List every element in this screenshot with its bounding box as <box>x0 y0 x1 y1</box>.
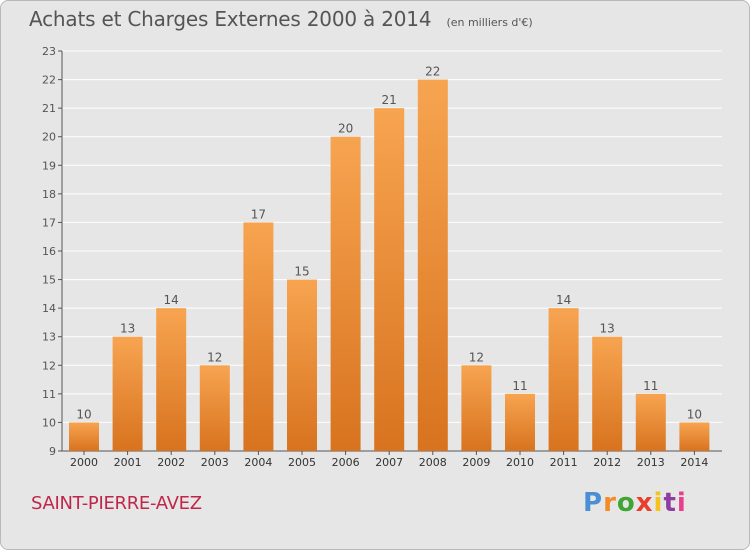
data-label: 14 <box>556 293 571 307</box>
y-tick-label: 18 <box>42 188 56 201</box>
logo-letter: i <box>676 488 687 518</box>
x-tick-label: 2000 <box>70 456 98 469</box>
x-tick-label: 2002 <box>157 456 185 469</box>
data-label: 17 <box>251 207 266 221</box>
x-tick-label: 2014 <box>680 456 708 469</box>
x-tick-label: 2001 <box>114 456 142 469</box>
y-tick-label: 13 <box>42 331 56 344</box>
bar <box>112 336 143 451</box>
y-tick-label: 11 <box>42 388 56 401</box>
bar <box>199 365 230 451</box>
x-tick-label: 2013 <box>637 456 665 469</box>
data-label: 21 <box>382 93 397 107</box>
bar <box>243 222 274 451</box>
y-tick-label: 16 <box>42 245 56 258</box>
x-tick-label: 2007 <box>375 456 403 469</box>
chart-title: Achats et Charges Externes 2000 à 2014 <box>29 7 432 31</box>
bar <box>592 336 623 451</box>
x-tick-label: 2012 <box>593 456 621 469</box>
data-label: 10 <box>76 407 91 421</box>
bar <box>330 136 361 451</box>
data-label: 10 <box>687 407 702 421</box>
bar <box>374 108 405 452</box>
data-label: 14 <box>164 293 179 307</box>
y-tick-label: 12 <box>42 359 56 372</box>
y-tick-label: 14 <box>42 302 56 315</box>
x-tick-label: 2006 <box>332 456 360 469</box>
x-tick-label: 2005 <box>288 456 316 469</box>
y-tick-label: 10 <box>42 416 56 429</box>
title-row: Achats et Charges Externes 2000 à 2014 (… <box>29 7 533 31</box>
x-tick-label: 2003 <box>201 456 229 469</box>
proxiti-logo: Proxiti <box>583 488 687 518</box>
data-label: 15 <box>294 265 309 279</box>
y-tick-label: 17 <box>42 216 56 229</box>
data-label: 20 <box>338 122 353 136</box>
data-label: 12 <box>207 350 222 364</box>
place-name: SAINT-PIERRE-AVEZ <box>31 493 202 514</box>
y-tick-label: 19 <box>42 159 56 172</box>
x-tick-label: 2009 <box>462 456 490 469</box>
bar <box>679 422 710 451</box>
x-tick-label: 2008 <box>419 456 447 469</box>
bar <box>461 365 492 451</box>
bar <box>548 308 579 451</box>
data-label: 13 <box>600 322 615 336</box>
chart-subtitle: (en milliers d'€) <box>446 16 533 29</box>
data-label: 11 <box>643 379 658 393</box>
bar <box>505 393 535 451</box>
data-label: 11 <box>512 379 527 393</box>
bar <box>287 279 317 451</box>
logo-letter: P <box>583 488 604 518</box>
data-label: 22 <box>425 65 440 79</box>
bar <box>417 79 448 452</box>
y-tick-label: 15 <box>42 274 56 287</box>
logo-letter: t <box>663 488 677 518</box>
logo-letter: o <box>616 488 636 518</box>
x-tick-label: 2010 <box>506 456 534 469</box>
bar <box>69 422 99 451</box>
logo-letter: i <box>653 488 664 518</box>
data-label: 12 <box>469 350 484 364</box>
y-tick-label: 22 <box>42 74 56 87</box>
y-tick-label: 23 <box>42 45 56 58</box>
y-tick-label: 9 <box>49 445 56 458</box>
y-tick-label: 20 <box>42 131 56 144</box>
y-tick-label: 21 <box>42 102 56 115</box>
logo-letter: x <box>635 488 654 518</box>
bar <box>156 308 187 451</box>
data-label: 13 <box>120 322 135 336</box>
x-tick-label: 2004 <box>244 456 272 469</box>
bar <box>635 393 666 451</box>
x-tick-label: 2011 <box>550 456 578 469</box>
logo-letter: r <box>603 488 617 518</box>
